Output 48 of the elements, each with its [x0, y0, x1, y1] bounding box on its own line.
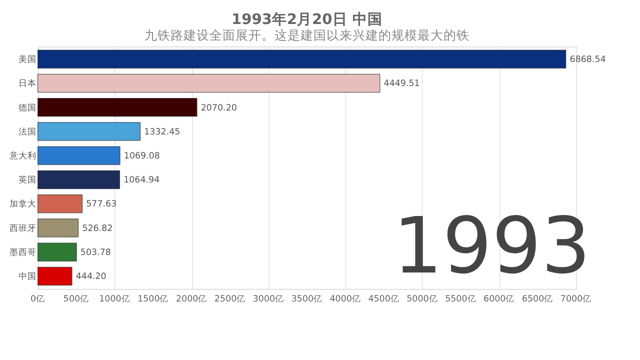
- y-tick-label: 意大利: [8, 150, 36, 160]
- data-label: 2070.20: [200, 103, 237, 114]
- x-tick-label: 3500亿: [291, 293, 323, 304]
- x-tick-label: 4000亿: [330, 293, 361, 304]
- y-tick-label: 美国: [18, 54, 36, 64]
- bar: [38, 194, 82, 214]
- x-tick-label: 4500亿: [368, 293, 400, 304]
- bar: [38, 170, 120, 190]
- chart-subtitle: 九铁路建设全面展开。这是建国以来兴建的规模最大的铁: [144, 28, 470, 43]
- bar: [38, 146, 120, 165]
- y-tick-label: 日本: [18, 78, 36, 88]
- x-tick-label: 6000亿: [484, 293, 515, 304]
- bar: [38, 266, 72, 286]
- x-tick-label: 6500亿: [522, 293, 554, 304]
- bar: [38, 242, 77, 262]
- y-tick-label: 法国: [18, 126, 36, 136]
- data-label: 503.78: [80, 248, 111, 258]
- y-tick-label: 德国: [18, 102, 36, 112]
- y-tick-label: 英国: [18, 174, 36, 185]
- x-tick-label: 5500亿: [445, 293, 476, 304]
- x-tick-label: 5000亿: [406, 293, 438, 304]
- chart-title: 1993年2月20日 中国: [231, 11, 382, 28]
- data-label: 6868.54: [570, 55, 606, 66]
- x-tick-label: 2500亿: [214, 293, 246, 304]
- x-tick-label: 1500亿: [138, 293, 169, 304]
- y-tick-label: 中国: [18, 271, 36, 282]
- data-label: 1332.45: [144, 127, 180, 138]
- data-label: 444.20: [76, 272, 106, 282]
- x-tick-label: 2000亿: [176, 293, 208, 304]
- y-tick-label: 墨西哥: [9, 246, 36, 257]
- bar: [38, 50, 566, 68]
- bar: [38, 122, 141, 141]
- bar: [38, 98, 198, 117]
- x-tick-label: 500亿: [63, 293, 90, 304]
- annotation: 1993: [393, 201, 591, 292]
- bar: [38, 218, 79, 238]
- x-tick-label: 0亿: [30, 293, 46, 304]
- x-tick-label: 1000亿: [99, 293, 130, 304]
- data-label: 1064.94: [124, 176, 160, 186]
- y-tick-label: 西班牙: [9, 222, 36, 233]
- data-label: 1069.08: [124, 152, 160, 162]
- bar: [38, 74, 380, 93]
- x-tick-label: 7000亿: [560, 293, 592, 304]
- y-tick-label: 加拿大: [9, 198, 36, 209]
- data-label: 577.63: [86, 200, 117, 210]
- data-label: 4449.51: [384, 79, 420, 90]
- x-tick-label: 3000亿: [252, 293, 284, 304]
- data-label: 526.82: [82, 224, 113, 234]
